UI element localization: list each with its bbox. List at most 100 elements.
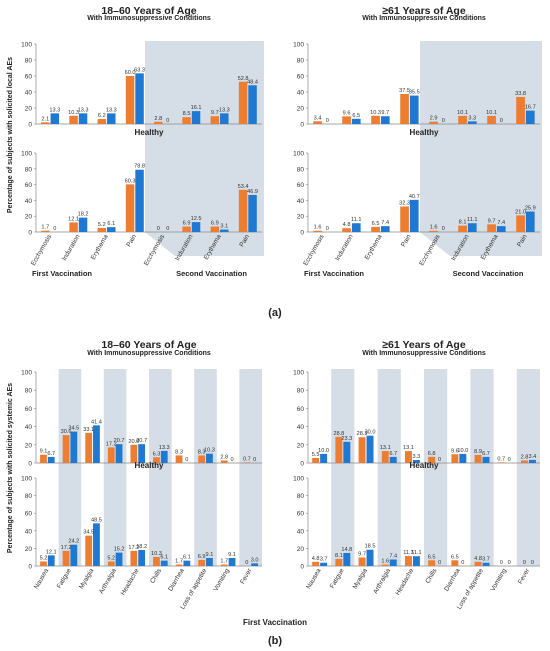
y-tick-label: 0 <box>300 122 304 129</box>
bar-orange <box>210 116 220 124</box>
data-label-orange: 1.6 <box>381 559 389 565</box>
y-tick-label: 100 <box>293 476 304 483</box>
data-label-blue: 20.7 <box>136 438 147 444</box>
category-label: Diarrhea <box>443 567 462 592</box>
y-tick-label: 40 <box>297 424 305 431</box>
data-label-orange: 10.3 <box>151 551 162 557</box>
category-label: Ecchymosis <box>30 233 54 267</box>
data-label-orange: 8.3 <box>198 449 206 455</box>
y-tick-label: 60 <box>25 406 33 413</box>
bar-orange <box>404 451 412 463</box>
bar-blue <box>467 223 477 232</box>
bar-orange <box>381 564 389 566</box>
y-tick-label: 60 <box>297 511 305 518</box>
data-label-orange: 60.3 <box>125 178 136 184</box>
data-label-blue: 0 <box>326 118 329 124</box>
y-tick-label: 100 <box>293 42 304 49</box>
data-label-orange: 8.1 <box>335 553 343 559</box>
bar-blue <box>220 229 229 232</box>
data-label-orange: 53.4 <box>238 184 249 190</box>
data-label-orange: 2.8 <box>521 454 529 460</box>
data-label-orange: 9.7 <box>211 110 219 116</box>
data-label-blue: 78.8 <box>134 164 145 170</box>
bar-blue <box>138 549 146 566</box>
y-tick-label: 20 <box>25 106 33 113</box>
bar-orange <box>400 206 409 232</box>
healthy-title: Healthy <box>135 461 164 470</box>
category-label: Nausea <box>305 567 322 590</box>
data-label-orange: 0 <box>523 560 526 566</box>
y-tick-label: 80 <box>25 58 33 65</box>
data-label-blue: 0 <box>442 226 445 232</box>
bar-orange <box>210 226 220 232</box>
category-label: Diarrhea <box>167 567 186 592</box>
category-label: Arthralgia <box>98 567 118 595</box>
data-label-orange: 33.1 <box>83 427 94 433</box>
data-label-blue: 25.9 <box>525 206 536 212</box>
bar-orange <box>429 121 438 124</box>
y-tick-label: 80 <box>25 388 33 395</box>
data-label-blue: 18.2 <box>136 544 147 550</box>
data-label-blue: 7.4 <box>381 220 389 226</box>
bar-orange <box>182 117 191 124</box>
data-label-orange: 1.6 <box>430 225 438 231</box>
bar-orange <box>243 462 251 463</box>
data-label-blue: 6.1 <box>107 221 115 227</box>
bar-blue <box>343 441 351 463</box>
y-tick-label: 100 <box>21 151 32 158</box>
bar-orange <box>97 227 107 232</box>
data-label-orange: 9.1 <box>40 449 48 455</box>
bar-blue <box>228 557 236 566</box>
bar-blue <box>93 425 100 463</box>
data-label-blue: 0 <box>461 560 464 566</box>
bar-orange <box>40 454 47 463</box>
bar-orange <box>487 115 496 124</box>
bar-orange <box>125 184 135 232</box>
y-tick-label: 0 <box>28 230 32 237</box>
data-label-blue: 6.1 <box>160 555 168 561</box>
data-label-orange: 6.3 <box>153 451 161 457</box>
data-label-blue: 35.5 <box>409 90 420 96</box>
data-label-orange: 0.7 <box>497 456 505 462</box>
bar-orange <box>62 435 70 463</box>
y-tick-label: 0 <box>28 122 32 129</box>
data-label-blue: 24.2 <box>68 539 79 545</box>
data-label-orange: 6.8 <box>428 451 436 457</box>
y-tick-label: 100 <box>21 370 32 377</box>
bar-blue <box>409 199 419 232</box>
data-label-blue: 0 <box>508 560 511 566</box>
bar-orange <box>381 451 389 463</box>
data-label-orange: 33.8 <box>515 91 526 97</box>
data-label-blue: 0 <box>442 118 445 124</box>
data-label-orange: 5.2 <box>98 222 106 228</box>
bar-orange <box>487 224 496 232</box>
chart-title: ≥61 Years of Age <box>382 5 466 17</box>
data-label-orange: 6.2 <box>98 113 106 119</box>
data-label-orange: 34.5 <box>83 530 94 536</box>
data-label-orange: 1.7 <box>175 559 183 565</box>
data-label-blue: 3.1 <box>220 224 228 230</box>
data-label-orange: 5.2 <box>40 555 48 561</box>
bar-blue <box>78 217 88 232</box>
bar-blue <box>409 95 419 124</box>
data-label-blue: 13.3 <box>106 107 117 113</box>
data-label-blue: 30.0 <box>365 430 376 436</box>
bar-orange <box>175 564 183 566</box>
data-label-blue: 13.3 <box>159 445 170 451</box>
y-tick-label: 60 <box>25 182 33 189</box>
bar-orange <box>358 437 366 463</box>
data-label-orange: 3.4 <box>314 115 322 121</box>
data-label-blue: 20.7 <box>114 438 125 444</box>
panel-label-b: (b) <box>268 635 282 647</box>
data-label-orange: 6.5 <box>451 554 459 560</box>
y-axis-title: Percentage of subjects with solicited sy… <box>7 383 14 553</box>
y-tick-label: 80 <box>25 493 33 500</box>
category-label: Myalgia <box>352 567 369 590</box>
bar-orange <box>371 226 380 232</box>
bar-orange <box>41 122 50 124</box>
bar-blue <box>78 113 88 124</box>
bar-orange <box>312 457 320 463</box>
data-label-orange: 1.6 <box>314 225 322 231</box>
bar-blue <box>496 226 506 232</box>
y-tick-label: 40 <box>297 528 305 535</box>
